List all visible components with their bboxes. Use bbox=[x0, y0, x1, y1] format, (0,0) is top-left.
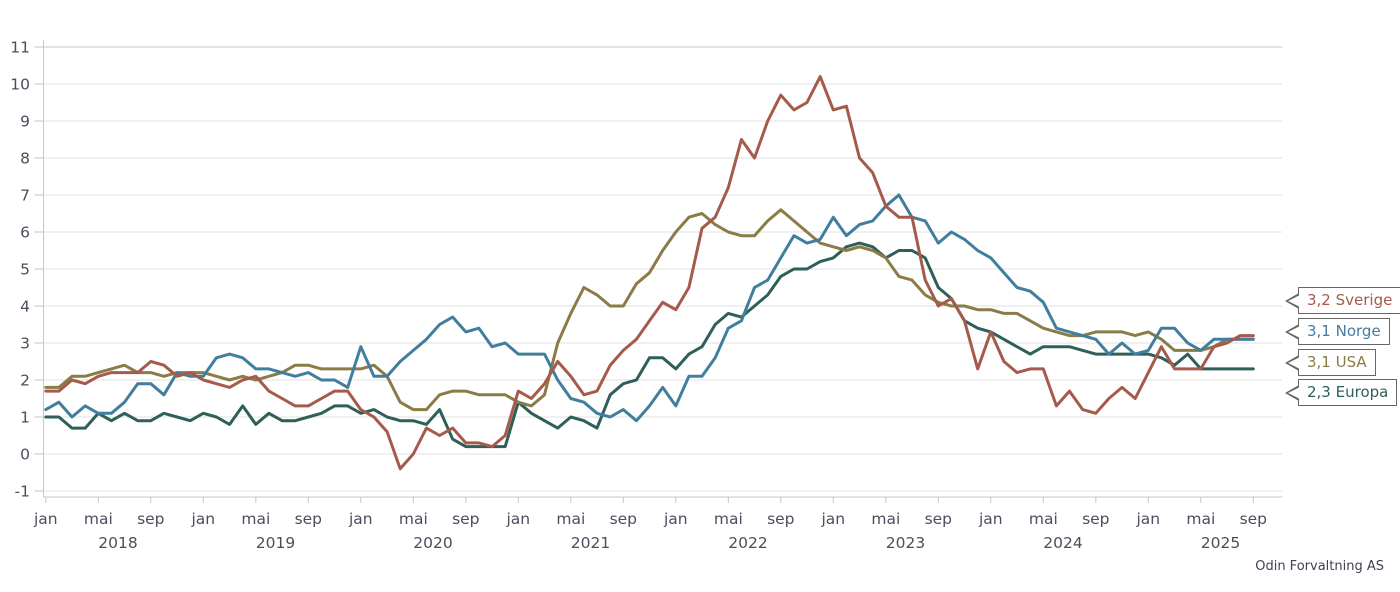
svg-text:6: 6 bbox=[20, 224, 30, 242]
svg-text:2023: 2023 bbox=[886, 534, 925, 552]
svg-text:3: 3 bbox=[20, 335, 30, 353]
svg-text:2024: 2024 bbox=[1043, 534, 1082, 552]
series-end-label-europa-text: 2,3 Europa bbox=[1307, 383, 1389, 401]
series-line-sverige bbox=[44, 75, 1255, 471]
svg-text:2019: 2019 bbox=[256, 534, 295, 552]
series-end-label-usa: 3,1 USA bbox=[1285, 349, 1376, 376]
svg-text:jan: jan bbox=[33, 510, 58, 528]
svg-text:2022: 2022 bbox=[728, 534, 767, 552]
svg-text:2020: 2020 bbox=[413, 534, 452, 552]
svg-text:mai: mai bbox=[241, 510, 270, 528]
series-end-label-sverige-text: 3,2 Sverige bbox=[1307, 291, 1393, 309]
svg-text:0: 0 bbox=[20, 446, 30, 464]
svg-text:11: 11 bbox=[10, 39, 30, 57]
svg-text:jan: jan bbox=[820, 510, 845, 528]
svg-text:7: 7 bbox=[20, 187, 30, 205]
series-line-europa bbox=[44, 241, 1255, 449]
svg-text:2: 2 bbox=[20, 372, 30, 390]
svg-text:1: 1 bbox=[20, 409, 30, 427]
svg-text:mai: mai bbox=[1029, 510, 1058, 528]
svg-text:4: 4 bbox=[20, 298, 30, 316]
svg-text:jan: jan bbox=[505, 510, 530, 528]
svg-text:-1: -1 bbox=[15, 483, 30, 501]
svg-text:sep: sep bbox=[1240, 510, 1267, 528]
x-axis-labels: jan mai sep jan mai sep jan mai sep jan mai sep jan m… bbox=[33, 510, 1267, 552]
svg-text:mai: mai bbox=[871, 510, 900, 528]
svg-text:10: 10 bbox=[10, 76, 30, 94]
y-axis-labels: -1 0 1 2 3 4 5 6 7 8 9 10 11 bbox=[10, 39, 30, 501]
svg-text:jan: jan bbox=[348, 510, 373, 528]
svg-text:mai: mai bbox=[84, 510, 113, 528]
svg-text:mai: mai bbox=[714, 510, 743, 528]
svg-text:jan: jan bbox=[663, 510, 688, 528]
attribution-text: Odin Forvaltning AS bbox=[1255, 559, 1384, 574]
svg-text:mai: mai bbox=[399, 510, 428, 528]
svg-text:sep: sep bbox=[925, 510, 952, 528]
svg-text:sep: sep bbox=[1082, 510, 1109, 528]
series-line-norge bbox=[44, 193, 1255, 423]
svg-text:sep: sep bbox=[767, 510, 794, 528]
svg-text:9: 9 bbox=[20, 113, 30, 131]
svg-text:2018: 2018 bbox=[98, 534, 137, 552]
series-lines bbox=[44, 75, 1255, 471]
svg-text:mai: mai bbox=[556, 510, 585, 528]
svg-text:sep: sep bbox=[137, 510, 164, 528]
axis-lines bbox=[43, 40, 1282, 503]
svg-text:sep: sep bbox=[295, 510, 322, 528]
svg-text:sep: sep bbox=[610, 510, 637, 528]
svg-text:jan: jan bbox=[1135, 510, 1160, 528]
svg-text:jan: jan bbox=[978, 510, 1003, 528]
svg-text:5: 5 bbox=[20, 261, 30, 279]
series-end-label-norge: 3,1 Norge bbox=[1285, 318, 1390, 345]
series-end-label-europa: 2,3 Europa bbox=[1284, 379, 1398, 406]
gridlines bbox=[34, 46, 1282, 492]
svg-text:mai: mai bbox=[1186, 510, 1215, 528]
svg-text:2025: 2025 bbox=[1201, 534, 1240, 552]
series-end-label-sverige: 3,2 Sverige bbox=[1284, 287, 1400, 314]
svg-text:2021: 2021 bbox=[571, 534, 610, 552]
series-end-label-usa-text: 3,1 USA bbox=[1307, 353, 1367, 371]
svg-text:sep: sep bbox=[452, 510, 479, 528]
series-end-label-norge-text: 3,1 Norge bbox=[1307, 322, 1381, 340]
svg-text:8: 8 bbox=[20, 150, 30, 168]
svg-text:jan: jan bbox=[190, 510, 215, 528]
